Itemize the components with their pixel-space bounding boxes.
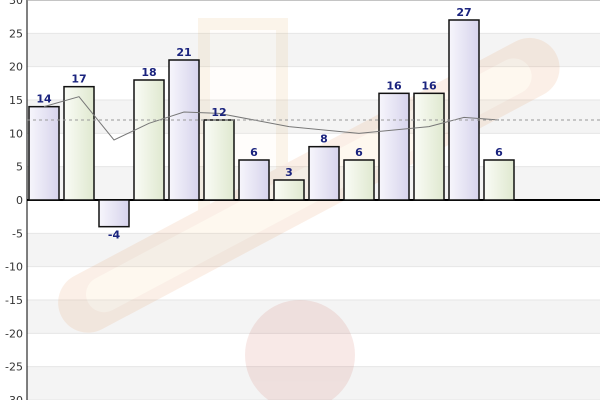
data-label: 14	[36, 93, 52, 106]
y-tick-label: 25	[9, 27, 23, 40]
bar	[308, 145, 340, 201]
data-label: 21	[176, 46, 191, 59]
background-bands	[27, 0, 600, 400]
bar	[98, 199, 130, 228]
data-label: 6	[355, 146, 363, 159]
bar	[483, 159, 515, 201]
bar	[238, 159, 270, 201]
y-tick-label: -10	[5, 261, 23, 274]
trend-line	[27, 96, 600, 141]
bar	[63, 85, 95, 201]
data-label: 18	[141, 66, 156, 79]
trend-line-path	[43, 96, 500, 141]
bar	[133, 79, 165, 201]
bar	[343, 159, 375, 201]
data-label: 8	[320, 133, 328, 146]
bar	[378, 92, 410, 201]
data-label: -4	[108, 229, 121, 242]
data-label: 12	[211, 106, 226, 119]
data-label: 16	[386, 79, 402, 92]
data-label: 6	[250, 146, 258, 159]
data-labels: 14 17 -4 18 21 12 6 3 8 6 16 16 27 6	[36, 6, 503, 242]
background-band	[27, 233, 600, 267]
y-tick-label: 30	[9, 0, 23, 7]
background-band	[27, 33, 600, 67]
bar	[448, 19, 480, 201]
data-label: 6	[495, 146, 503, 159]
y-tick-label: -5	[12, 227, 23, 240]
background-band	[27, 300, 600, 334]
y-tick-label: 15	[9, 94, 23, 107]
y-tick-label: 5	[16, 161, 23, 174]
bars	[28, 19, 515, 228]
y-tick-label: -30	[5, 394, 23, 400]
y-tick-label: 0	[16, 194, 23, 207]
y-axis-tick-labels: -30 -25 -20 -15 -10 -5 0 5 10 15 20 25 30	[5, 0, 23, 400]
y-tick-label: -25	[5, 361, 23, 374]
data-label: 27	[456, 6, 471, 19]
y-tick-label: 20	[9, 61, 23, 74]
background-band	[27, 366, 600, 400]
bar	[273, 179, 305, 201]
background-band	[27, 100, 600, 134]
y-tick-label: -20	[5, 327, 23, 340]
bar	[168, 59, 200, 201]
y-tick-label: 10	[9, 127, 23, 140]
bar	[203, 119, 235, 201]
data-label: 3	[285, 166, 293, 179]
data-label: 16	[421, 79, 437, 92]
bar	[28, 105, 60, 201]
bar	[413, 92, 445, 201]
y-tick-label: -15	[5, 294, 23, 307]
data-label: 17	[71, 73, 86, 86]
